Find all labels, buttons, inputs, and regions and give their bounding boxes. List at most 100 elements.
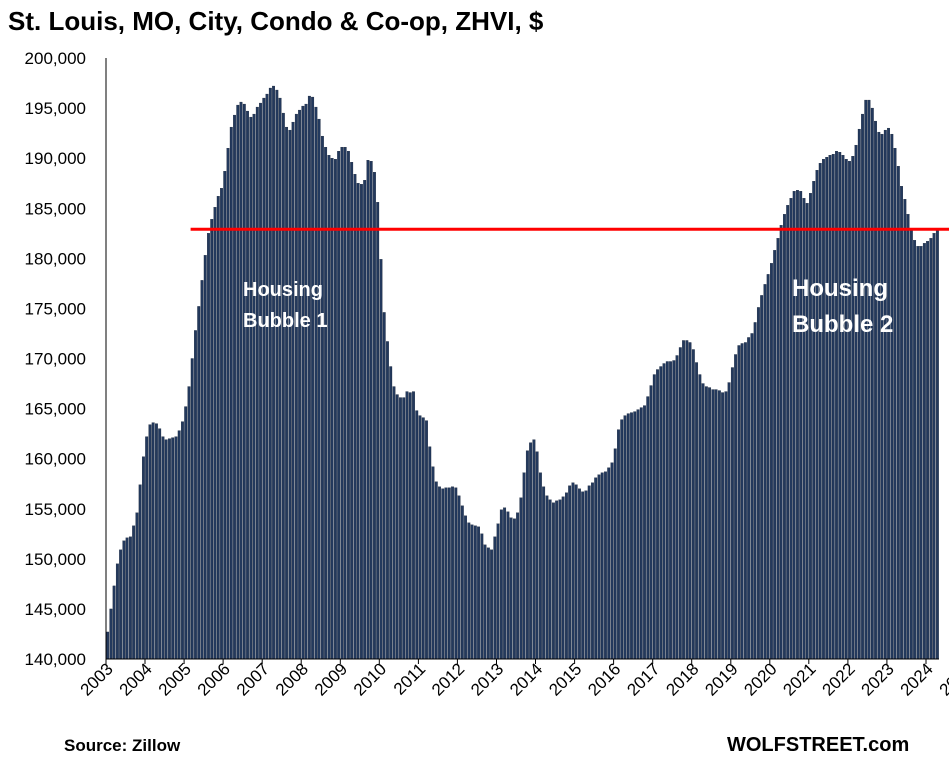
annotation-bubble-2-line1: Housing [792,275,888,302]
bar [578,488,581,660]
bar [382,312,386,660]
x-tick-label: 2005 [155,659,195,699]
bar [776,238,780,660]
bar [887,127,890,660]
bar [210,219,214,660]
bar [298,109,302,660]
bar [168,438,171,660]
bar [796,190,799,660]
bar [128,536,132,660]
bar [532,439,536,660]
bar [392,386,396,660]
bar [809,193,812,660]
y-tick-label: 175,000 [25,299,86,318]
bar [574,484,578,660]
y-tick-label: 140,000 [25,650,86,669]
brand-label: WOLFSTREET.com [727,734,910,756]
bar [294,113,298,660]
bar [190,358,194,660]
bar [919,246,923,660]
bar [913,240,917,660]
bar [337,151,341,660]
bar [119,549,123,660]
bar [330,158,334,660]
y-tick-label: 195,000 [25,99,86,118]
bar [714,389,718,660]
bar [444,487,448,660]
annotation-bubble-1-line1: Housing [243,279,323,301]
bar [229,126,233,660]
bar [916,246,920,660]
bar [649,385,653,660]
bar [561,496,565,660]
bar [431,466,435,660]
bar [255,106,259,660]
bar [818,163,822,660]
x-tick-label: 2020 [740,659,780,699]
x-tick-label: 2013 [467,659,507,699]
bar [643,405,646,660]
bar [373,172,376,660]
bar [278,97,282,660]
bar [594,477,598,660]
bar [792,191,796,660]
bar [825,157,829,660]
y-tick-label: 180,000 [25,249,86,268]
bar [636,409,640,660]
bar [691,349,695,660]
bar [490,549,494,660]
bar [880,133,884,660]
bar [236,104,240,660]
bar [633,411,637,660]
bar [148,424,152,660]
bar [900,186,903,660]
bar [607,467,611,660]
bar [363,180,367,660]
bar [613,448,617,660]
bar [252,113,256,660]
bar [870,107,874,660]
bar [220,188,223,660]
bar [604,471,607,660]
bar [203,255,207,660]
bar [704,386,708,660]
bar [265,93,269,660]
bar [685,340,689,660]
bar [929,238,933,660]
bar [451,486,454,660]
bar [177,430,181,660]
bar [535,451,539,660]
x-tick-label: 2016 [584,659,624,699]
bar [932,233,936,660]
bar [379,259,383,660]
bar [922,243,926,660]
bar [665,361,669,660]
bar [763,284,767,660]
bar [620,419,624,660]
bar [779,225,783,660]
bar [812,181,816,660]
source-label: Source: Zillow [64,736,181,755]
y-tick-label: 160,000 [25,450,86,469]
bar [395,394,399,660]
bar [164,439,168,660]
x-tick-label: 2007 [233,659,273,699]
bar [174,436,178,660]
bar [181,421,184,660]
bar [874,120,877,660]
bar [851,156,855,660]
y-tick-label: 190,000 [25,149,86,168]
bar [415,410,419,660]
bar [366,160,370,660]
bar [115,563,119,660]
bar [324,146,328,660]
bar [402,397,406,660]
bar [581,491,585,660]
bar [480,533,484,660]
bar [669,361,672,660]
bar [721,392,725,660]
bar [412,391,415,660]
bar [226,147,230,660]
bar [737,345,741,660]
